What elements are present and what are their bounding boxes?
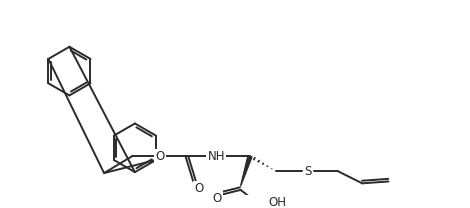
Text: S: S bbox=[304, 165, 312, 178]
Polygon shape bbox=[241, 156, 252, 186]
Text: OH: OH bbox=[269, 197, 287, 208]
Text: O: O bbox=[194, 182, 203, 196]
Text: O: O bbox=[156, 150, 165, 163]
Text: NH: NH bbox=[208, 150, 225, 163]
Text: O: O bbox=[212, 192, 222, 205]
